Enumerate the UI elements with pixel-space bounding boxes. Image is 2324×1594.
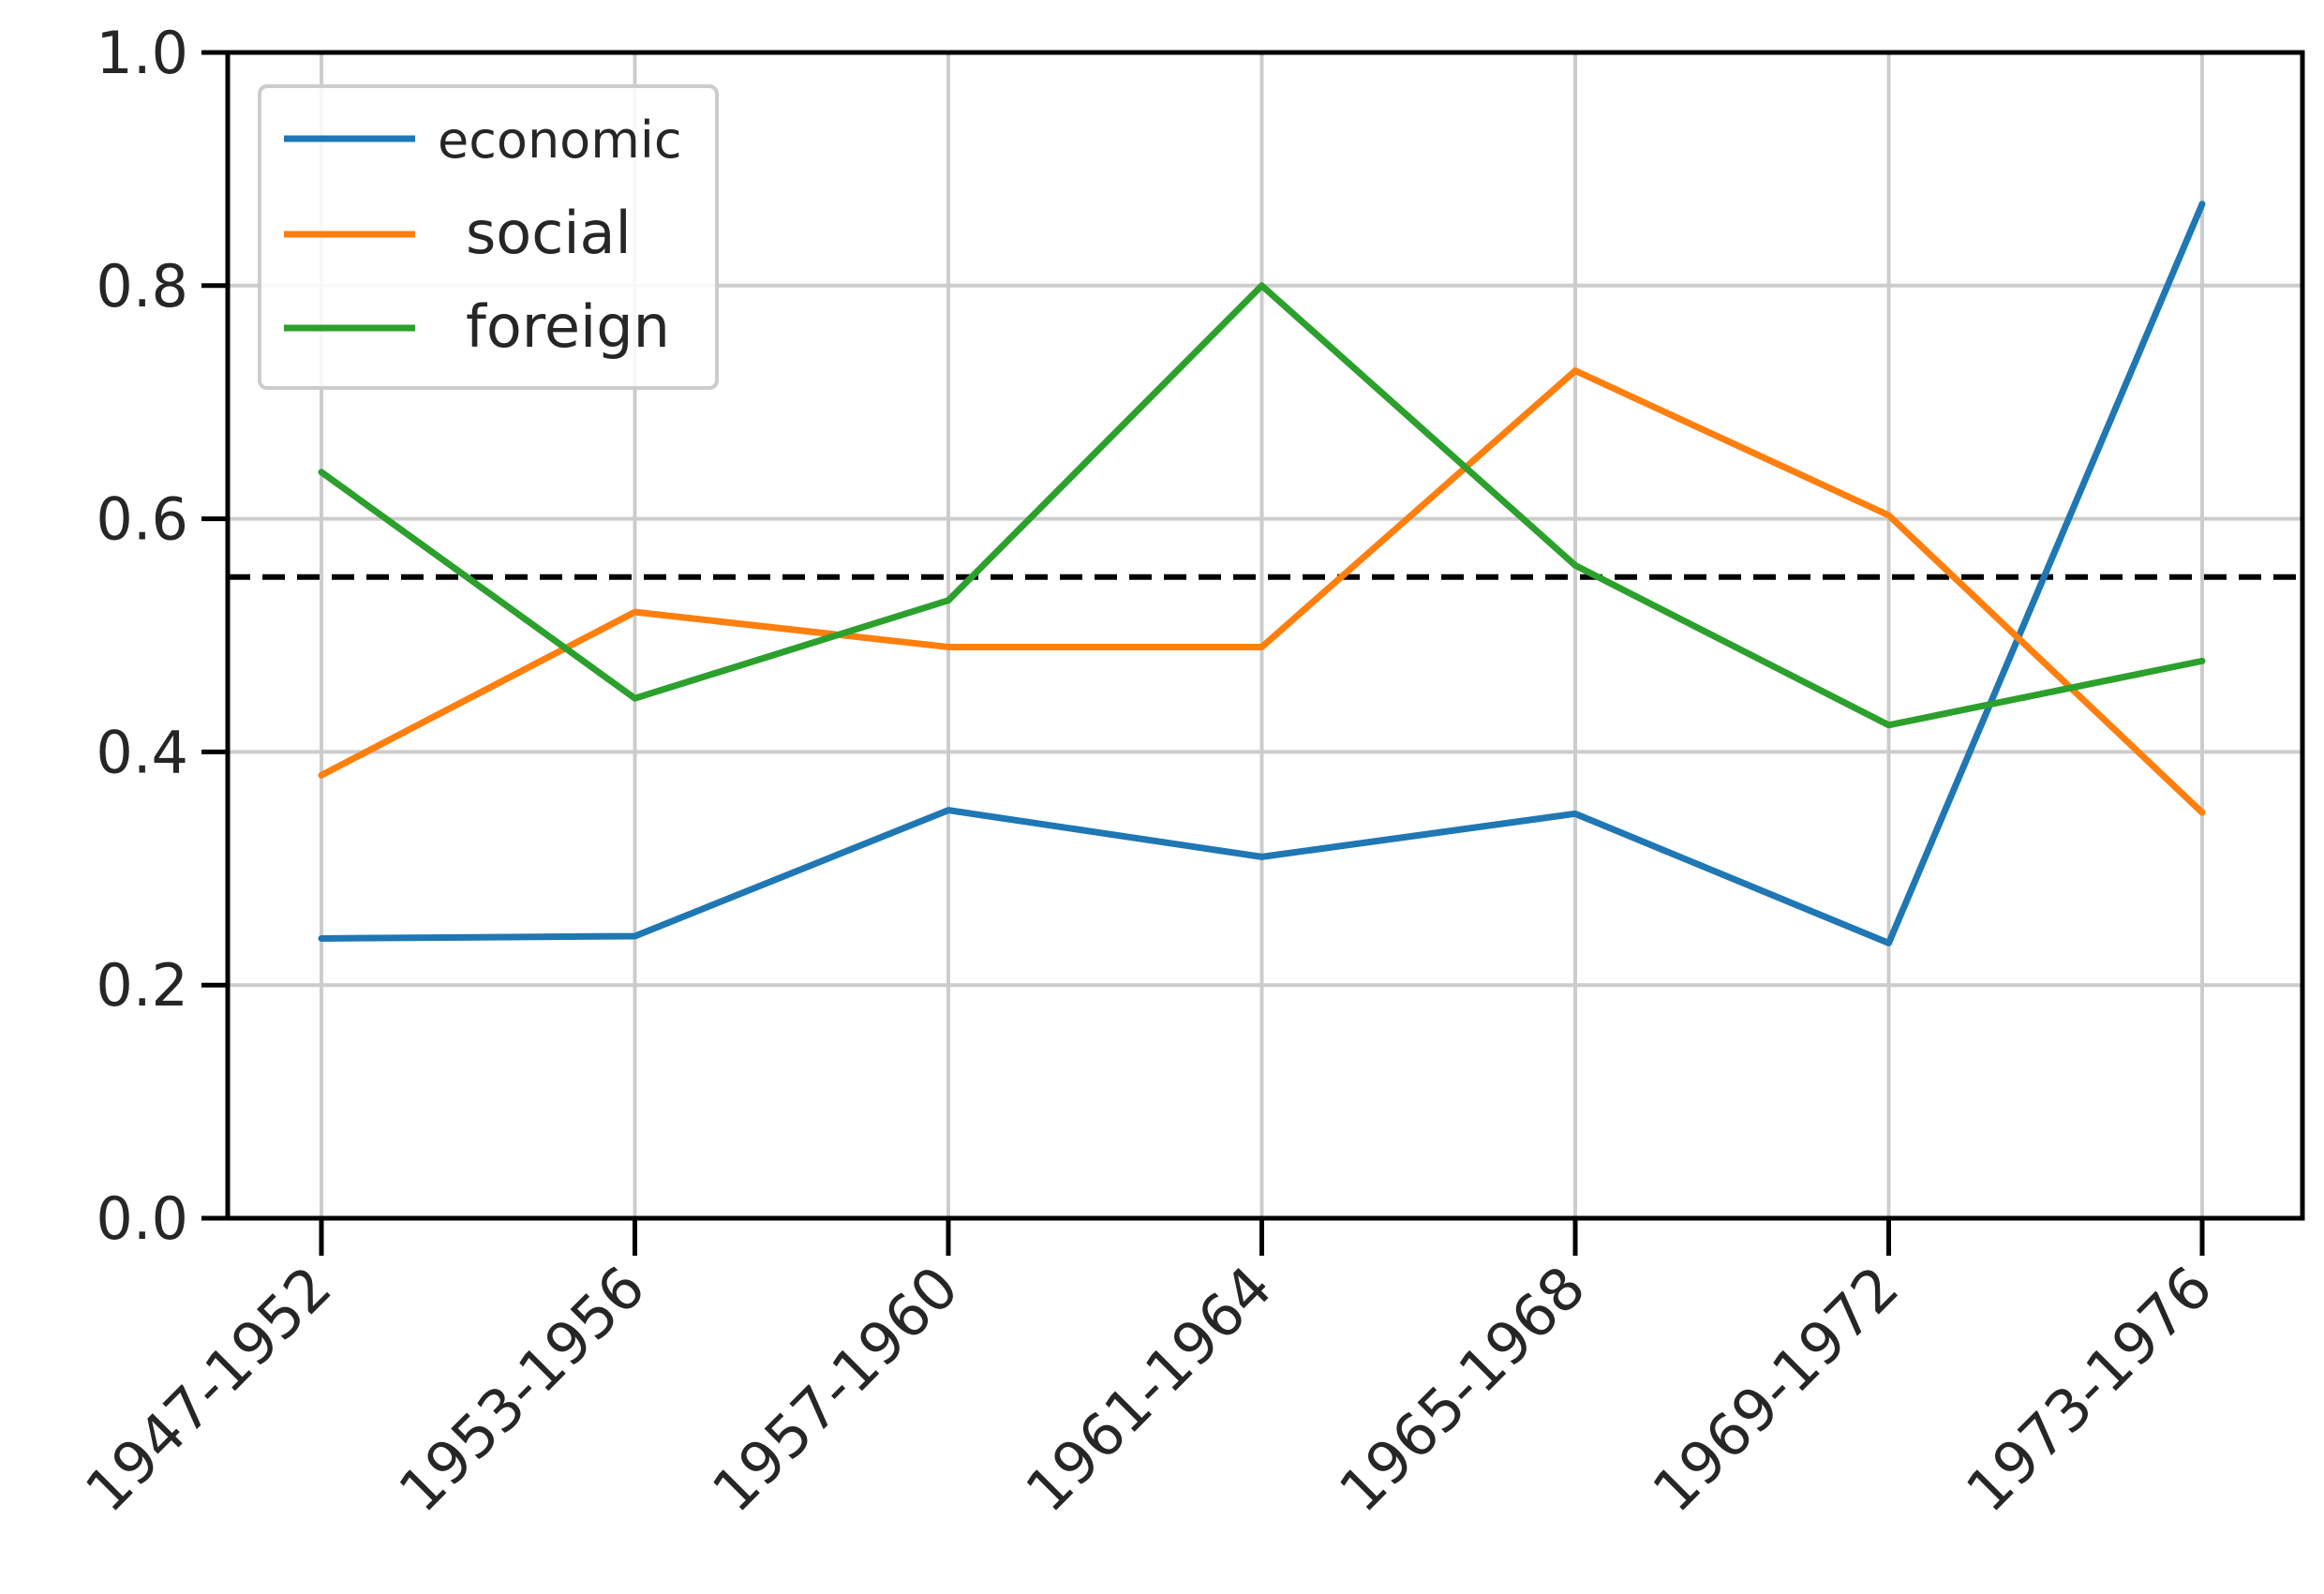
series-line-foreign — [318, 282, 2206, 729]
y-axis: 0.0 0.2 0.4 0.6 0.8 1.0 — [96, 19, 228, 1253]
x-tick-label-5: 1969-1972 — [1640, 1253, 1913, 1526]
plot-frame — [225, 50, 2305, 1221]
legend-label-foreign: foreign — [466, 292, 670, 361]
legend: economic social foreign — [258, 84, 719, 390]
series-layer — [318, 201, 2206, 946]
legend-label-social: social — [466, 199, 632, 267]
x-tick-label-2: 1957-1960 — [699, 1253, 972, 1526]
x-tick-label-4: 1965-1968 — [1326, 1253, 1599, 1526]
y-tick-label-1: 0.2 — [96, 951, 188, 1020]
x-tick-label-0: 1947-1952 — [72, 1253, 345, 1526]
y-tick-label-3: 0.6 — [96, 485, 188, 554]
y-tick-label-0: 0.0 — [96, 1184, 188, 1253]
legend-box — [258, 84, 719, 390]
x-tick-label-1: 1953-1956 — [386, 1253, 659, 1526]
y-tick-label-2: 0.4 — [96, 718, 188, 786]
x-tick-label-3: 1961-1964 — [1013, 1253, 1286, 1526]
x-tick-label-6: 1973-1976 — [1953, 1253, 2226, 1526]
y-tick-label-5: 1.0 — [96, 19, 188, 87]
x-axis: 1947-1952 1953-1956 1957-1960 1961-1964 1965… — [72, 1218, 2226, 1526]
legend-label-economic: economic — [438, 111, 682, 170]
y-tick-label-4: 0.8 — [96, 252, 188, 320]
series-line-economic — [318, 201, 2206, 946]
series-line-social — [318, 367, 2206, 816]
